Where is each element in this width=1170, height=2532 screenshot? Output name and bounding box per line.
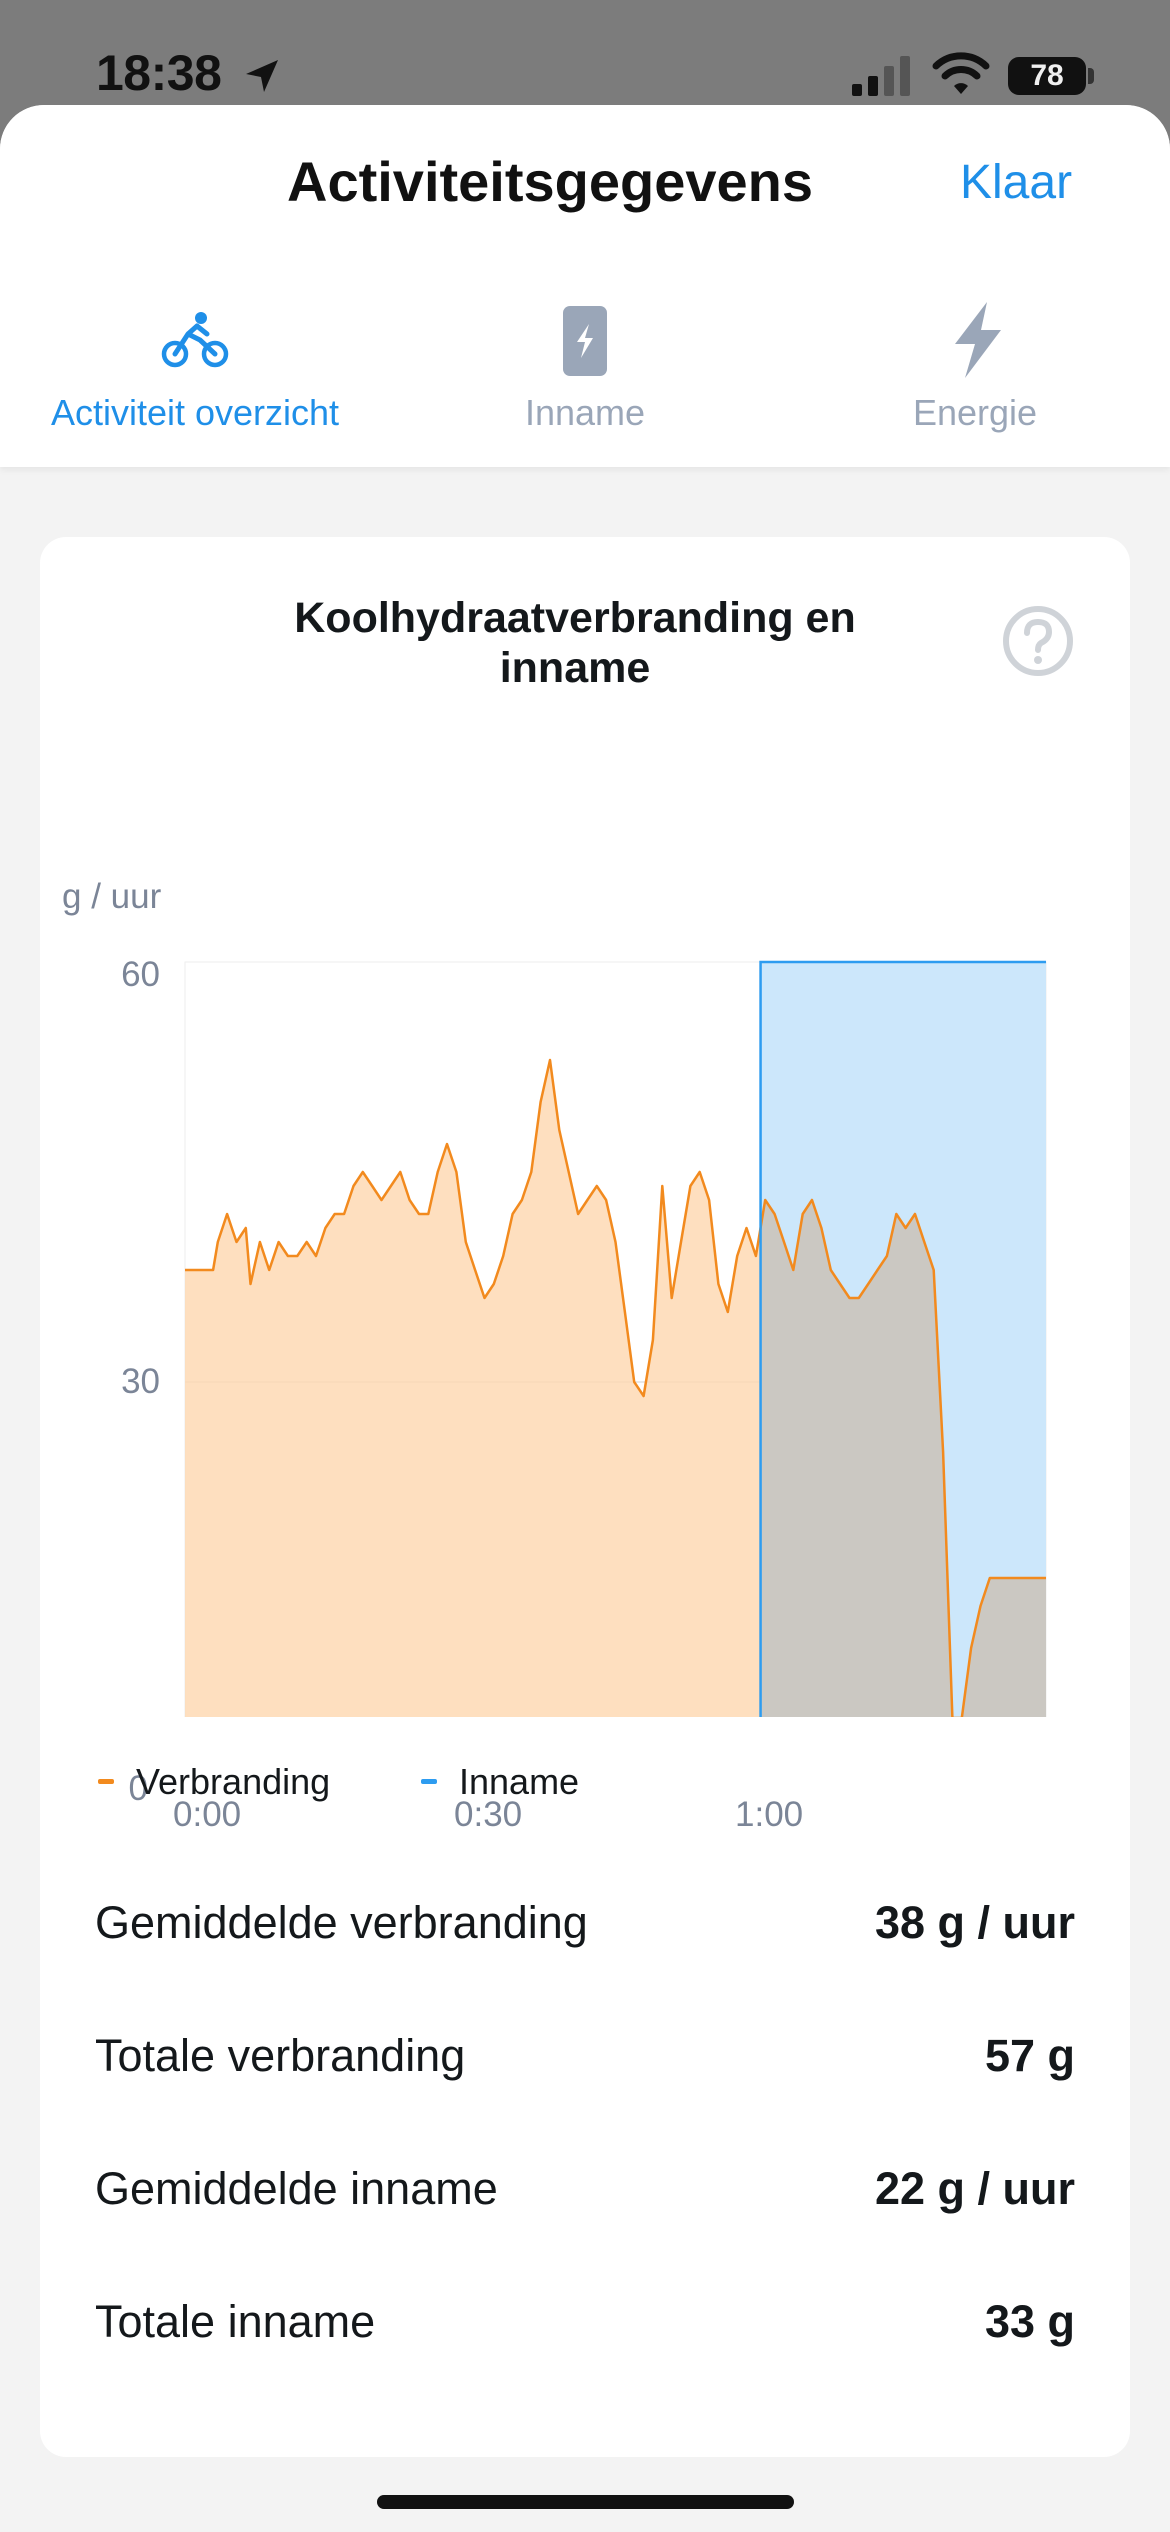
x-tick-label: 0:30 bbox=[454, 1795, 523, 1834]
question-mark-icon[interactable] bbox=[1000, 603, 1076, 679]
y-tick-label: 60 bbox=[121, 955, 160, 994]
overlap-area bbox=[760, 1200, 1046, 1717]
location-arrow-icon bbox=[246, 60, 278, 92]
carb-chart bbox=[184, 960, 1047, 1717]
burn-line bbox=[185, 1058, 1046, 1717]
legend-label: Inname bbox=[459, 1761, 580, 1802]
bike-icon bbox=[161, 312, 229, 368]
home-indicator bbox=[377, 2495, 794, 2509]
tab-energy[interactable]: Energie bbox=[780, 300, 1170, 460]
stat-avg-burn: Gemiddelde verbranding 38 g / uur bbox=[95, 1897, 1075, 1957]
lightning-icon bbox=[955, 302, 1001, 378]
legend-label: Verbranding bbox=[136, 1761, 331, 1802]
tab-activity-overview[interactable]: Activiteit overzicht bbox=[0, 300, 390, 460]
stat-value: 33 g bbox=[984, 2296, 1075, 2347]
cellular-signal-icon bbox=[852, 56, 910, 96]
y-tick-label: 0 bbox=[128, 1769, 148, 1808]
intake-line bbox=[759, 960, 1046, 1717]
page-title: Activiteitsgegevens bbox=[287, 150, 813, 213]
tab-label: Activiteit overzicht bbox=[50, 392, 340, 433]
legend-swatch bbox=[421, 1779, 437, 1784]
stat-total-intake: Totale inname 33 g bbox=[95, 2296, 1075, 2356]
x-tick-label: 1:00 bbox=[735, 1795, 804, 1834]
stat-value: 22 g / uur bbox=[874, 2163, 1075, 2214]
stat-avg-intake: Gemiddelde inname 22 g / uur bbox=[95, 2163, 1075, 2223]
y-tick-label: 30 bbox=[121, 1362, 160, 1401]
stat-value: 38 g / uur bbox=[874, 1897, 1075, 1948]
chart-card: Koolhydraatverbranding en inname g / uur… bbox=[40, 537, 1130, 2457]
stat-label: Gemiddelde verbranding bbox=[95, 1897, 588, 1948]
done-button[interactable]: Klaar bbox=[960, 156, 1073, 209]
sheet: Activiteitsgegevens Klaar Activiteit ove… bbox=[0, 105, 1170, 2532]
legend-swatch bbox=[98, 1779, 114, 1784]
energy-gel-icon bbox=[563, 306, 607, 376]
card-title: Koolhydraatverbranding en inname bbox=[294, 594, 856, 692]
battery-icon: 78 bbox=[1008, 57, 1086, 95]
stat-label: Gemiddelde inname bbox=[95, 2163, 498, 2214]
y-axis-unit: g / uur bbox=[62, 877, 162, 916]
stat-value: 57 g bbox=[984, 2030, 1075, 2081]
stat-total-burn: Totale verbranding 57 g bbox=[95, 2030, 1075, 2090]
tab-intake[interactable]: Inname bbox=[390, 300, 780, 460]
status-bar: 18:38 78 bbox=[0, 0, 1170, 105]
status-time: 18:38 bbox=[96, 45, 222, 101]
sheet-header: Activiteitsgegevens Klaar Activiteit ove… bbox=[0, 105, 1170, 467]
stat-label: Totale verbranding bbox=[95, 2030, 466, 2081]
wifi-icon bbox=[932, 52, 990, 94]
tab-label: Inname bbox=[524, 392, 646, 433]
stat-label: Totale inname bbox=[95, 2296, 376, 2347]
battery-cap bbox=[1088, 68, 1094, 84]
x-tick-label: 0:00 bbox=[173, 1795, 242, 1834]
tab-label: Energie bbox=[912, 392, 1038, 433]
